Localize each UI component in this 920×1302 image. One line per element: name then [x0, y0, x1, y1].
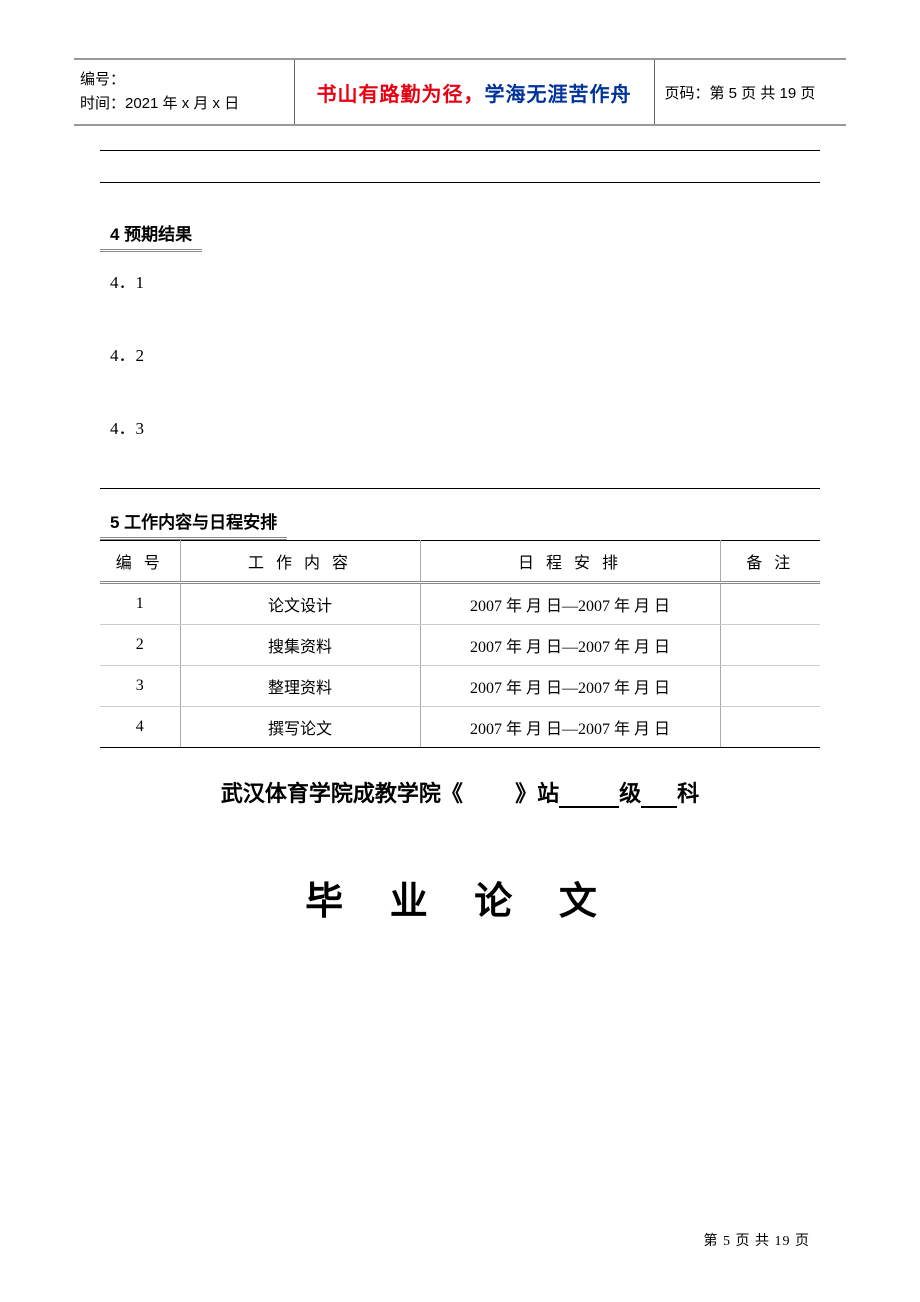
- header-quote-cell: 书山有路勤为径，学海无涯苦作舟: [294, 59, 654, 125]
- section4-item-2: 4．2: [110, 341, 820, 366]
- cell-no: 2: [100, 625, 180, 666]
- serial-label: 编号：: [80, 68, 288, 92]
- cell-date: 2007 年 月 日—2007 年 月 日: [420, 707, 720, 748]
- cell-work: 搜集资料: [180, 625, 420, 666]
- cell-no: 3: [100, 666, 180, 707]
- cell-date: 2007 年 月 日—2007 年 月 日: [420, 583, 720, 625]
- header-page-cell: 页码：第 5 页 共 19 页: [654, 59, 846, 125]
- heading-suffix: 科: [677, 781, 699, 806]
- cell-no: 4: [100, 707, 180, 748]
- cell-note: [720, 625, 820, 666]
- page-header-table: 编号： 时间：2021 年 x 月 x 日 书山有路勤为径，学海无涯苦作舟 页码…: [74, 58, 846, 126]
- col-header-work: 工 作 内 容: [180, 541, 420, 583]
- col-header-note: 备 注: [720, 541, 820, 583]
- table-row: 1 论文设计 2007 年 月 日—2007 年 月 日: [100, 583, 820, 625]
- page-label: 页码：第 5 页 共 19 页: [665, 85, 816, 102]
- blank-field-1: [559, 786, 619, 808]
- section4-item-1: 4．1: [110, 268, 820, 293]
- schedule-table: 编 号 工 作 内 容 日 程 安 排 备 注 1 论文设计 2007 年 月 …: [100, 540, 820, 748]
- cell-work: 整理资料: [180, 666, 420, 707]
- cell-no: 1: [100, 583, 180, 625]
- blank-field-2: [641, 786, 677, 808]
- cell-date: 2007 年 月 日—2007 年 月 日: [420, 625, 720, 666]
- table-row: 3 整理资料 2007 年 月 日—2007 年 月 日: [100, 666, 820, 707]
- heading-mid1: 》站: [515, 781, 559, 806]
- divider-1: [100, 150, 820, 151]
- quote-part-a: 书山有路勤为径，: [317, 84, 485, 106]
- section5-title: 5 工作内容与日程安排: [100, 508, 287, 540]
- cell-work: 论文设计: [180, 583, 420, 625]
- institution-heading: 武汉体育学院成教学院《 》站 级 科: [100, 776, 820, 808]
- time-label: 时间：2021 年 x 月 x 日: [80, 92, 288, 116]
- section-schedule: 5 工作内容与日程安排 编 号 工 作 内 容 日 程 安 排 备 注 1 论文…: [100, 508, 820, 748]
- cell-note: [720, 666, 820, 707]
- cell-note: [720, 707, 820, 748]
- section4-item-3: 4．3: [110, 414, 820, 439]
- cell-date: 2007 年 月 日—2007 年 月 日: [420, 666, 720, 707]
- section4-title: 4 预期结果: [100, 216, 202, 252]
- section-expected-results: 4 预期结果 4．1 4．2 4．3: [100, 216, 820, 487]
- header-left-cell: 编号： 时间：2021 年 x 月 x 日: [74, 59, 294, 125]
- heading-prefix: 武汉体育学院成教学院《: [221, 781, 463, 806]
- cell-note: [720, 583, 820, 625]
- divider-2: [100, 182, 820, 183]
- big-title: 毕 业 论 文: [100, 870, 820, 925]
- cell-work: 撰写论文: [180, 707, 420, 748]
- table-row: 4 撰写论文 2007 年 月 日—2007 年 月 日: [100, 707, 820, 748]
- quote-part-b: 学海无涯苦作舟: [485, 84, 632, 106]
- heading-mid2: 级: [619, 781, 641, 806]
- col-header-no: 编 号: [100, 541, 180, 583]
- col-header-date: 日 程 安 排: [420, 541, 720, 583]
- table-row: 2 搜集资料 2007 年 月 日—2007 年 月 日: [100, 625, 820, 666]
- divider-3: [100, 488, 820, 489]
- page-footer: 第 5 页 共 19 页: [704, 1230, 811, 1250]
